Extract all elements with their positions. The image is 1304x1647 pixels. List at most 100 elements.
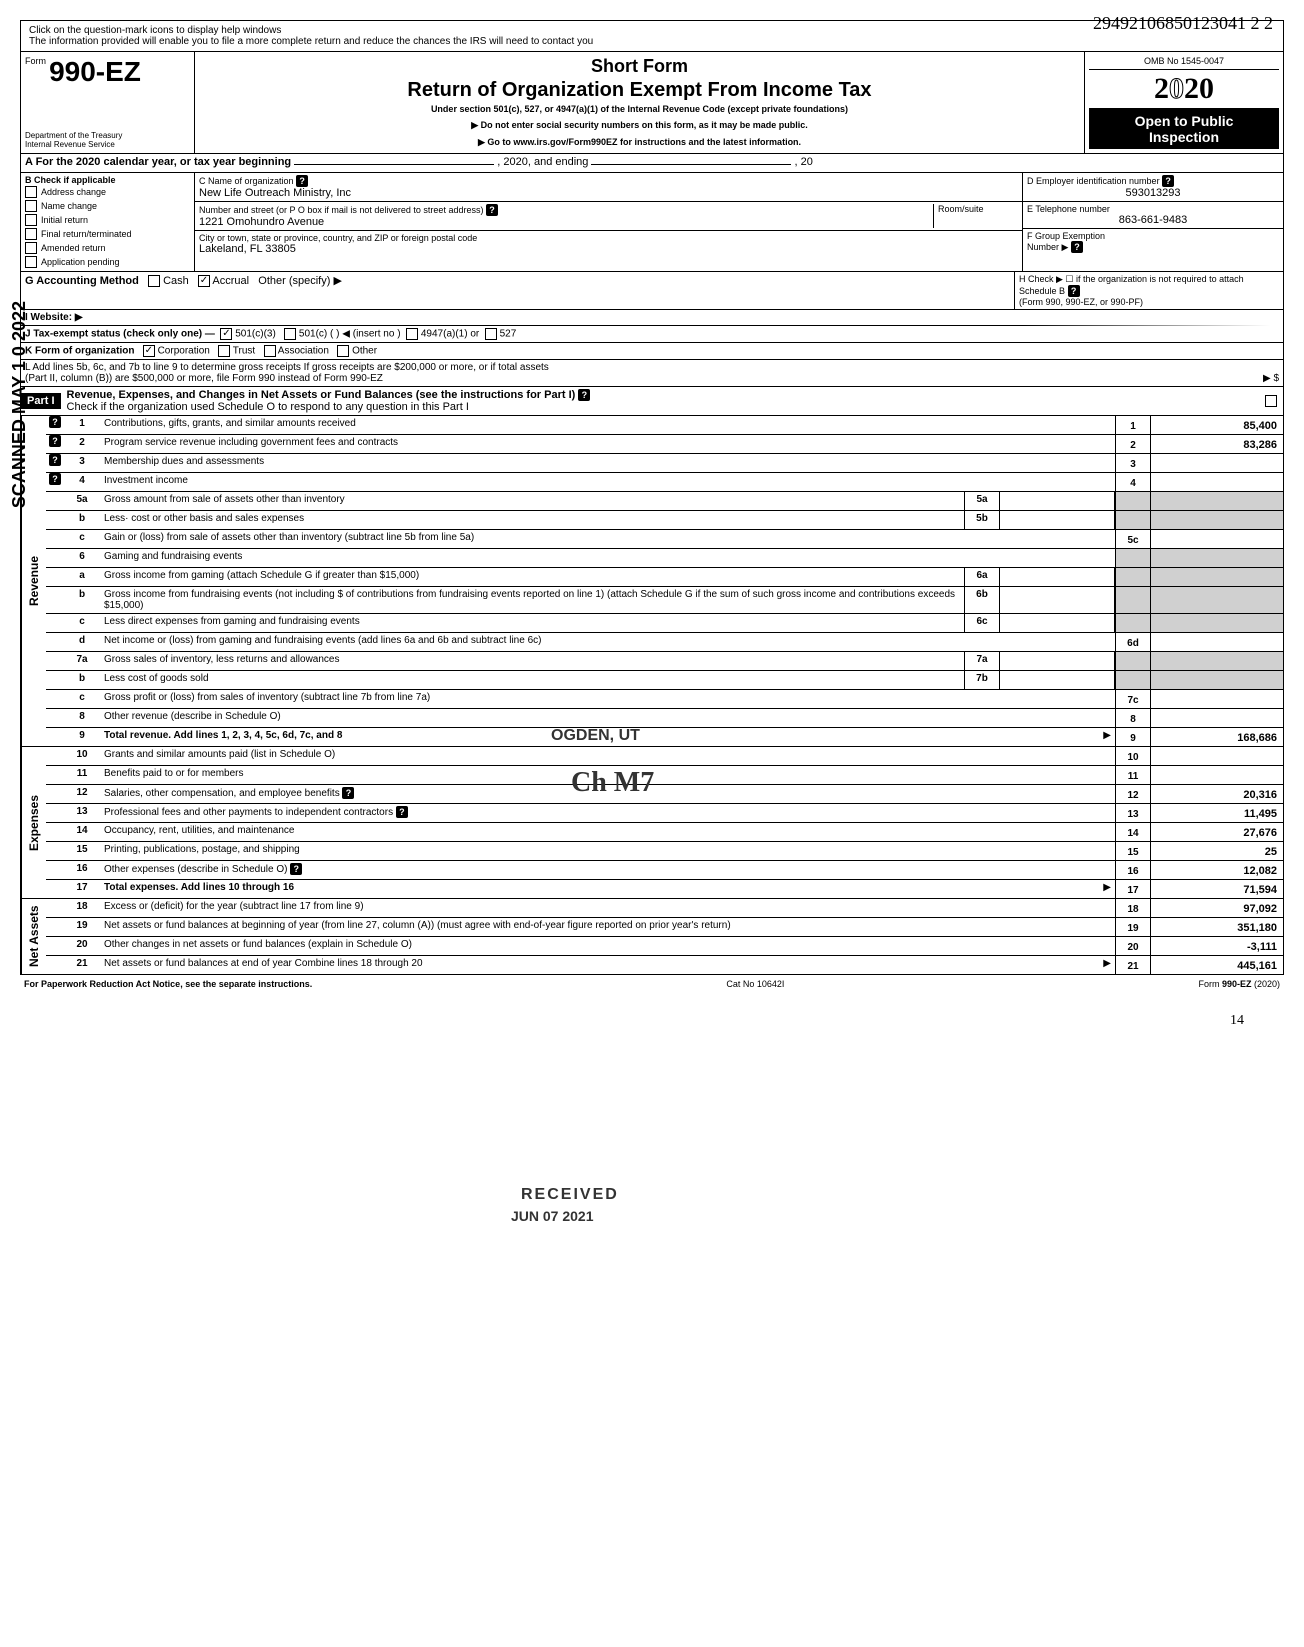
line-shaded	[1115, 568, 1150, 586]
line-6d: d Net income or (loss) from gaming and f…	[46, 633, 1283, 652]
street-row: Number and street (or P O box if mail is…	[195, 202, 1022, 231]
line-value	[1150, 709, 1283, 727]
help-icon[interactable]: ?	[396, 806, 408, 818]
part1-title: Revenue, Expenses, and Changes in Net As…	[61, 387, 1265, 415]
chk-corporation[interactable]: ✓	[143, 345, 155, 357]
line-desc: Net income or (loss) from gaming and fun…	[100, 633, 1115, 651]
help-icon[interactable]: ?	[49, 454, 61, 466]
line-shaded	[1150, 492, 1283, 510]
section-j: J Tax-exempt status (check only one) — ✓…	[21, 326, 1283, 343]
line-num: c	[64, 690, 100, 708]
footer: For Paperwork Reduction Act Notice, see …	[20, 975, 1284, 993]
line-value: 20,316	[1150, 785, 1283, 803]
page-number: 14	[20, 993, 1284, 1029]
revenue-section: Revenue ? 1 Contributions, gifts, grants…	[21, 416, 1283, 747]
right-info-col: D Employer identification number ? 59301…	[1023, 173, 1283, 271]
line-desc: Other changes in net assets or fund bala…	[100, 937, 1115, 955]
chk-association[interactable]	[264, 345, 276, 357]
chk-initial-return[interactable]: Initial return	[25, 213, 190, 227]
line-desc: Less direct expenses from gaming and fun…	[100, 614, 964, 632]
chk-accrual[interactable]: ✓	[198, 275, 210, 287]
line-num: b	[64, 671, 100, 689]
line-value	[1150, 454, 1283, 472]
line-16: 16 Other expenses (describe in Schedule …	[46, 861, 1283, 880]
help-icon[interactable]: ?	[578, 389, 590, 401]
chk-501c[interactable]	[284, 328, 296, 340]
line-desc: Total expenses. Add lines 10 through 16 …	[100, 880, 1115, 898]
line-13: 13 Professional fees and other payments …	[46, 804, 1283, 823]
help-icon[interactable]: ?	[296, 175, 308, 187]
chk-application-pending[interactable]: Application pending	[25, 255, 190, 269]
chk-amended-return[interactable]: Amended return	[25, 241, 190, 255]
line-mid-val	[1000, 652, 1115, 670]
chk-address-change[interactable]: Address change	[25, 185, 190, 199]
chk-cash[interactable]	[148, 275, 160, 287]
section-c: C Name of organization ? New Life Outrea…	[195, 173, 1023, 271]
room-suite: Room/suite	[933, 204, 1018, 228]
help-icon[interactable]: ?	[1068, 285, 1080, 297]
schedule-b-label: H Check ▶ ☐ if the organization is not r…	[1019, 274, 1244, 296]
line-9: 9 Total revenue. Add lines 1, 2, 3, 4, 5…	[46, 728, 1283, 746]
line-shaded	[1150, 511, 1283, 529]
website-label: I Website: ▶	[25, 312, 83, 323]
line-value: 445,161	[1150, 956, 1283, 974]
line-mid-num: 7b	[964, 671, 1000, 689]
line-11: 11 Benefits paid to or for members 11	[46, 766, 1283, 785]
line-right-num: 4	[1115, 473, 1150, 491]
line-mid-num: 5a	[964, 492, 1000, 510]
section-a-mid: , 2020, and ending	[497, 156, 588, 168]
chk-4947[interactable]	[406, 328, 418, 340]
footer-right: Form 990-EZ (2020)	[1198, 979, 1280, 989]
line-mid-val	[1000, 511, 1115, 529]
phone-label: E Telephone number	[1027, 204, 1110, 214]
section-g: G Accounting Method Cash ✓ Accrual Other…	[21, 272, 1015, 309]
line-num: b	[64, 587, 100, 613]
help-icon[interactable]: ?	[290, 863, 302, 875]
line-desc: Membership dues and assessments	[100, 454, 1115, 472]
line-mid-num: 7a	[964, 652, 1000, 670]
line-7c: c Gross profit or (loss) from sales of i…	[46, 690, 1283, 709]
help-icon[interactable]: ?	[49, 473, 61, 485]
form-note1: ▶ Do not enter social security numbers o…	[199, 120, 1080, 131]
chk-527[interactable]	[485, 328, 497, 340]
line-num: d	[64, 633, 100, 651]
line-desc: Gain or (loss) from sale of assets other…	[100, 530, 1115, 548]
line-desc: Gross income from fundraising events (no…	[100, 587, 964, 613]
line-desc: Less· cost or other basis and sales expe…	[100, 511, 964, 529]
line-right-num: 9	[1115, 728, 1150, 746]
line-right-num: 8	[1115, 709, 1150, 727]
line-desc: Professional fees and other payments to …	[100, 804, 1115, 822]
section-b: B Check if applicable Address change Nam…	[21, 173, 195, 271]
line-10: 10 Grants and similar amounts paid (list…	[46, 747, 1283, 766]
line-shaded	[1150, 614, 1283, 632]
line-num: 1	[64, 416, 100, 434]
chk-schedule-o[interactable]	[1265, 395, 1277, 407]
chk-trust[interactable]	[218, 345, 230, 357]
part1-subtitle: Check if the organization used Schedule …	[67, 401, 469, 413]
help-icon[interactable]: ?	[1071, 241, 1083, 253]
help-icon[interactable]: ?	[49, 416, 61, 428]
line-value	[1150, 633, 1283, 651]
line-8: 8 Other revenue (describe in Schedule O)…	[46, 709, 1283, 728]
line-mid-val	[1000, 568, 1115, 586]
section-e: E Telephone number 863-661-9483	[1023, 202, 1283, 229]
help-icon[interactable]: ?	[1162, 175, 1174, 187]
header-left: Form 990-EZ Department of the TreasuryIn…	[21, 52, 195, 153]
help-icon[interactable]: ?	[486, 204, 498, 216]
chk-name-change[interactable]: Name change	[25, 199, 190, 213]
line-desc: Grants and similar amounts paid (list in…	[100, 747, 1115, 765]
section-i: I Website: ▶	[21, 310, 1283, 326]
line-14: 14 Occupancy, rent, utilities, and maint…	[46, 823, 1283, 842]
chk-501c3[interactable]: ✓	[220, 328, 232, 340]
line-num: a	[64, 568, 100, 586]
line-desc: Salaries, other compensation, and employ…	[100, 785, 1115, 803]
inspection-line1: Open to Public	[1093, 113, 1275, 129]
chk-final-return[interactable]: Final return/terminated	[25, 227, 190, 241]
help-icon[interactable]: ?	[49, 435, 61, 447]
line-desc: Gross sales of inventory, less returns a…	[100, 652, 964, 670]
line-shaded	[1115, 652, 1150, 670]
help-icon[interactable]: ?	[342, 787, 354, 799]
chk-other-org[interactable]	[337, 345, 349, 357]
street-label: Number and street (or P O box if mail is…	[199, 205, 483, 215]
form-note2: ▶ Go to www.irs.gov/Form990EZ for instru…	[199, 137, 1080, 148]
